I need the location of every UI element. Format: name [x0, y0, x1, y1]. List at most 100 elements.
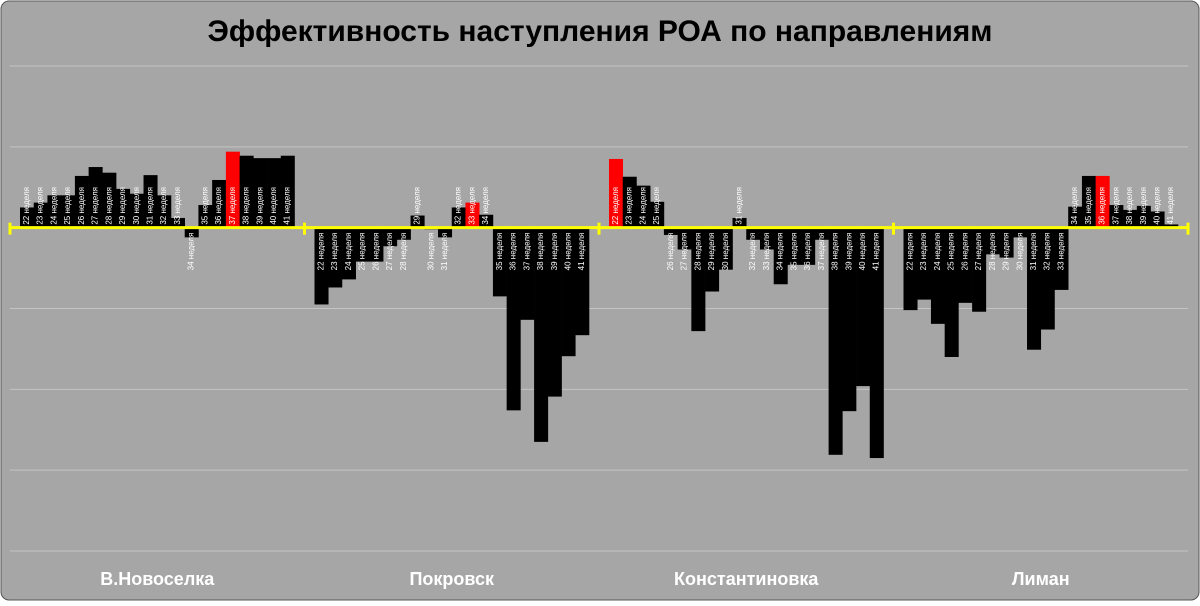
bar-label: 41 неделя — [577, 233, 586, 271]
bar-label: 31 неделя — [1029, 233, 1038, 271]
bar-label: 27 неделя — [680, 233, 689, 271]
bar — [814, 227, 829, 240]
bar-label: 23 неделя — [919, 233, 928, 271]
bar-label: 24 неделя — [49, 187, 58, 225]
group-label: Лиман — [1012, 569, 1070, 589]
bar — [410, 215, 425, 228]
bar — [718, 227, 733, 270]
bar-label: 38 неделя — [831, 233, 840, 271]
bar-label: 24 неделя — [344, 233, 353, 271]
bar-label: 37 неделя — [817, 233, 826, 271]
bar — [520, 227, 535, 320]
bar — [479, 214, 494, 228]
bar-label: 40 неделя — [269, 187, 278, 225]
bar-label: 38 неделя — [536, 233, 545, 271]
bar — [801, 227, 816, 265]
bar-label: 28 неделя — [399, 233, 408, 271]
group-label: Покровск — [409, 569, 495, 589]
bar — [369, 227, 384, 262]
bar-label: 39 неделя — [1139, 187, 1148, 225]
bar — [198, 205, 213, 228]
bar-label: 29 неделя — [118, 187, 127, 225]
bar — [1123, 209, 1138, 228]
bar — [622, 176, 637, 228]
bar-label: 31 неделя — [734, 187, 743, 225]
bar — [1136, 205, 1151, 228]
bar — [33, 202, 48, 228]
bar-label: 41 неделя — [1166, 187, 1175, 225]
bar — [1081, 175, 1096, 228]
bar — [985, 227, 1000, 255]
bar — [280, 155, 295, 228]
bar — [129, 193, 144, 228]
bar-label: 35 неделя — [789, 233, 798, 271]
bar-label: 34 неделя — [1070, 187, 1079, 225]
bar — [663, 227, 678, 235]
bar-label: 36 неделя — [1098, 187, 1107, 225]
bar-label: 30 неделя — [132, 187, 141, 225]
bar — [917, 227, 932, 300]
bar — [1040, 227, 1055, 330]
bar-label: 35 неделя — [200, 187, 209, 225]
bar — [506, 227, 521, 411]
bar — [650, 201, 665, 228]
bar-label: 30 неделя — [1015, 233, 1024, 271]
bar — [465, 202, 480, 228]
bar — [314, 227, 329, 305]
bar-label: 39 неделя — [255, 187, 264, 225]
bar-label: 25 неделя — [947, 233, 956, 271]
bar — [1109, 205, 1124, 228]
bar — [773, 227, 788, 285]
bar — [102, 172, 117, 228]
group-label: Константиновка — [674, 569, 819, 589]
bar — [534, 227, 549, 442]
bar-label: 29 неделя — [1002, 233, 1011, 271]
bar — [732, 217, 747, 228]
bar-label: 29 неделя — [413, 187, 422, 225]
bar-label: 31 неделя — [440, 233, 449, 271]
bar — [842, 227, 857, 412]
bar-label: 36 неделя — [803, 233, 812, 271]
bar-label: 40 неделя — [858, 233, 867, 271]
bar — [170, 217, 185, 228]
bar — [972, 227, 987, 312]
bar-label: 33 неделя — [762, 233, 771, 271]
bar — [438, 227, 453, 238]
bar-label: 40 неделя — [564, 233, 573, 271]
bar-label: 28 неделя — [693, 233, 702, 271]
bar-label: 34 неделя — [187, 233, 196, 271]
bar-label: 37 неделя — [228, 187, 237, 225]
bar-label: 32 неделя — [454, 187, 463, 225]
bar — [903, 227, 918, 311]
bar — [787, 227, 802, 265]
bar — [355, 227, 370, 262]
bar-label: 33 неделя — [1056, 233, 1065, 271]
bar — [746, 227, 761, 240]
bar — [143, 175, 158, 228]
bar — [61, 195, 76, 228]
bar — [869, 227, 884, 459]
bar — [1068, 206, 1083, 228]
bar-label: 24 неделя — [933, 233, 942, 271]
bar-label: 35 неделя — [495, 233, 504, 271]
bar-label: 36 неделя — [214, 187, 223, 225]
bar-label: 32 неделя — [159, 187, 168, 225]
bar — [636, 185, 651, 228]
bar — [1095, 175, 1110, 228]
bar — [759, 227, 774, 250]
bar-label: 31 неделя — [145, 187, 154, 225]
bar-label: 22 неделя — [611, 187, 620, 225]
bar-label: 36 неделя — [509, 233, 518, 271]
bar — [492, 227, 507, 297]
bar — [74, 175, 89, 228]
bar — [253, 158, 268, 228]
bar — [705, 227, 720, 292]
bar — [396, 227, 411, 240]
bar-label: 33 неделя — [173, 187, 182, 225]
chart-title: Эффективность наступления РОА по направл… — [208, 15, 993, 48]
bar — [856, 227, 871, 387]
bar-label: 25 неделя — [358, 233, 367, 271]
bar-label: 28 неделя — [104, 187, 113, 225]
